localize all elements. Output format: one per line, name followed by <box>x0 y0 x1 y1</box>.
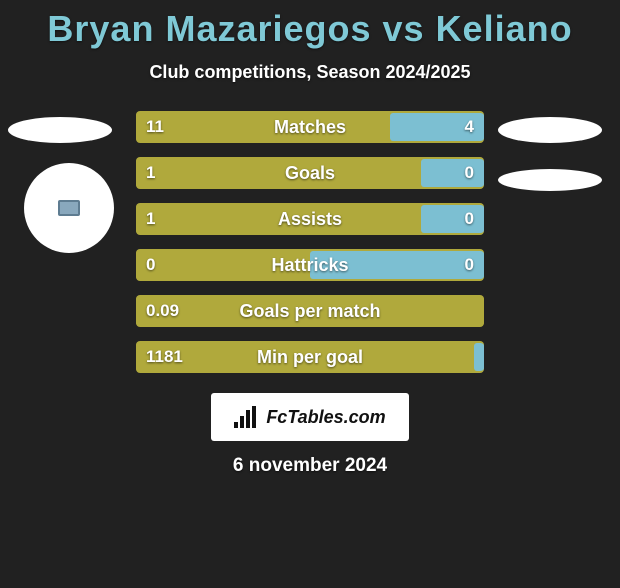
page-title: Bryan Mazariegos vs Keliano <box>0 8 620 50</box>
stat-segment-right <box>421 205 484 233</box>
stat-segment-right <box>474 343 484 371</box>
stat-segment-right <box>390 113 484 141</box>
player-left-ellipse <box>8 117 112 143</box>
stat-segment-right <box>421 159 484 187</box>
stat-segment-left <box>136 205 421 233</box>
stat-segment-right <box>310 251 484 279</box>
avatar-placeholder-icon <box>58 200 80 216</box>
brand-text: FcTables.com <box>266 407 385 428</box>
player-right-ellipse <box>498 117 602 143</box>
date-label: 6 november 2024 <box>0 455 620 477</box>
stat-row: Matches114 <box>136 111 484 143</box>
stat-row: Min per goal1181 <box>136 341 484 373</box>
bar-chart-icon <box>234 406 260 428</box>
player-right-ellipse-2 <box>498 169 602 191</box>
stat-segment-left <box>136 297 484 325</box>
player-left-avatar <box>24 163 114 253</box>
stat-row: Assists10 <box>136 203 484 235</box>
stat-bars: Matches114 Goals10 Assists10 Hattricks00 Goa… <box>136 111 484 387</box>
stat-segment-left <box>136 159 421 187</box>
page-subtitle: Club competitions, Season 2024/2025 <box>0 62 620 83</box>
stat-segment-left <box>136 343 474 371</box>
brand-badge: FcTables.com <box>211 393 409 441</box>
stat-row: Goals10 <box>136 157 484 189</box>
stat-segment-left <box>136 113 390 141</box>
stat-row: Hattricks00 <box>136 249 484 281</box>
stat-segment-left <box>136 251 310 279</box>
stat-row: Goals per match0.09 <box>136 295 484 327</box>
